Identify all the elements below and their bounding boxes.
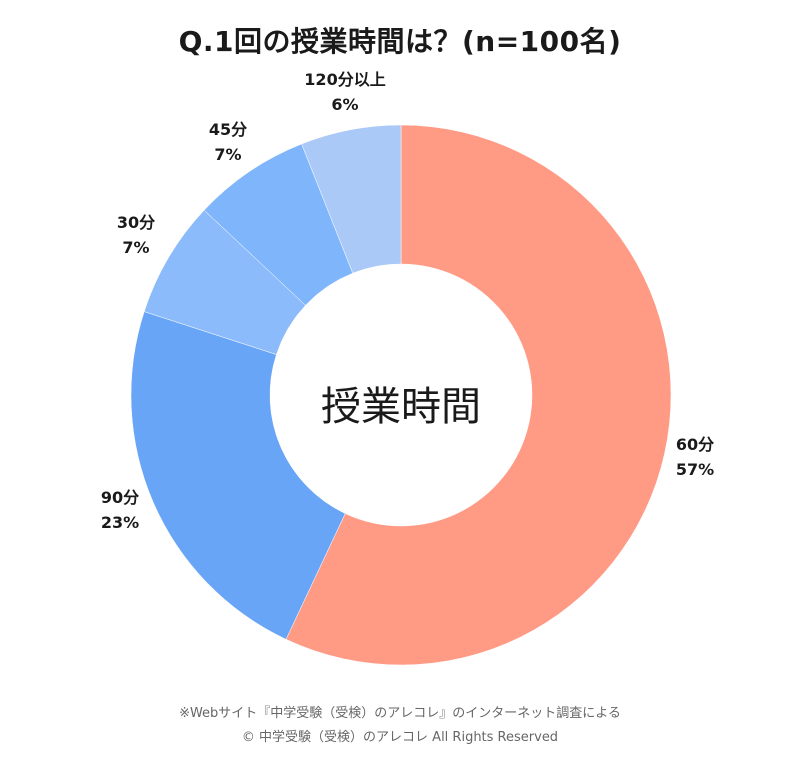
slice-label-4: 45分 — [209, 120, 247, 139]
slice-label-2: 90分 — [101, 488, 139, 507]
chart-title: Q.1回の授業時間は？(n=100名) — [178, 25, 622, 58]
slice-pct-3: 7% — [122, 238, 149, 257]
slice-label-5: 120分以上 — [304, 70, 385, 89]
source-note: ※Webサイト『中学受験（受検）のアレコレ』のインターネット調査による — [179, 706, 621, 721]
slice-label-1: 60分 — [676, 435, 714, 454]
slice-labels: 60分 57% 90分 23% 30分 7% 45分 7% 120分以上 6% — [101, 70, 714, 532]
slice-pct-4: 7% — [214, 145, 241, 164]
slice-label-3: 30分 — [117, 213, 155, 232]
slice-pct-2: 23% — [101, 513, 139, 532]
slice-pct-5: 6% — [331, 95, 358, 114]
slice-1 — [285, 124, 672, 666]
center-label: 授業時間 — [321, 384, 481, 430]
slice-pct-1: 57% — [676, 460, 714, 479]
copyright-note: © 中学受験（受検）のアレコレ All Rights Reserved — [241, 730, 559, 745]
slice-5 — [301, 124, 402, 274]
donut-slices — [130, 124, 672, 666]
slice-2 — [130, 311, 346, 640]
